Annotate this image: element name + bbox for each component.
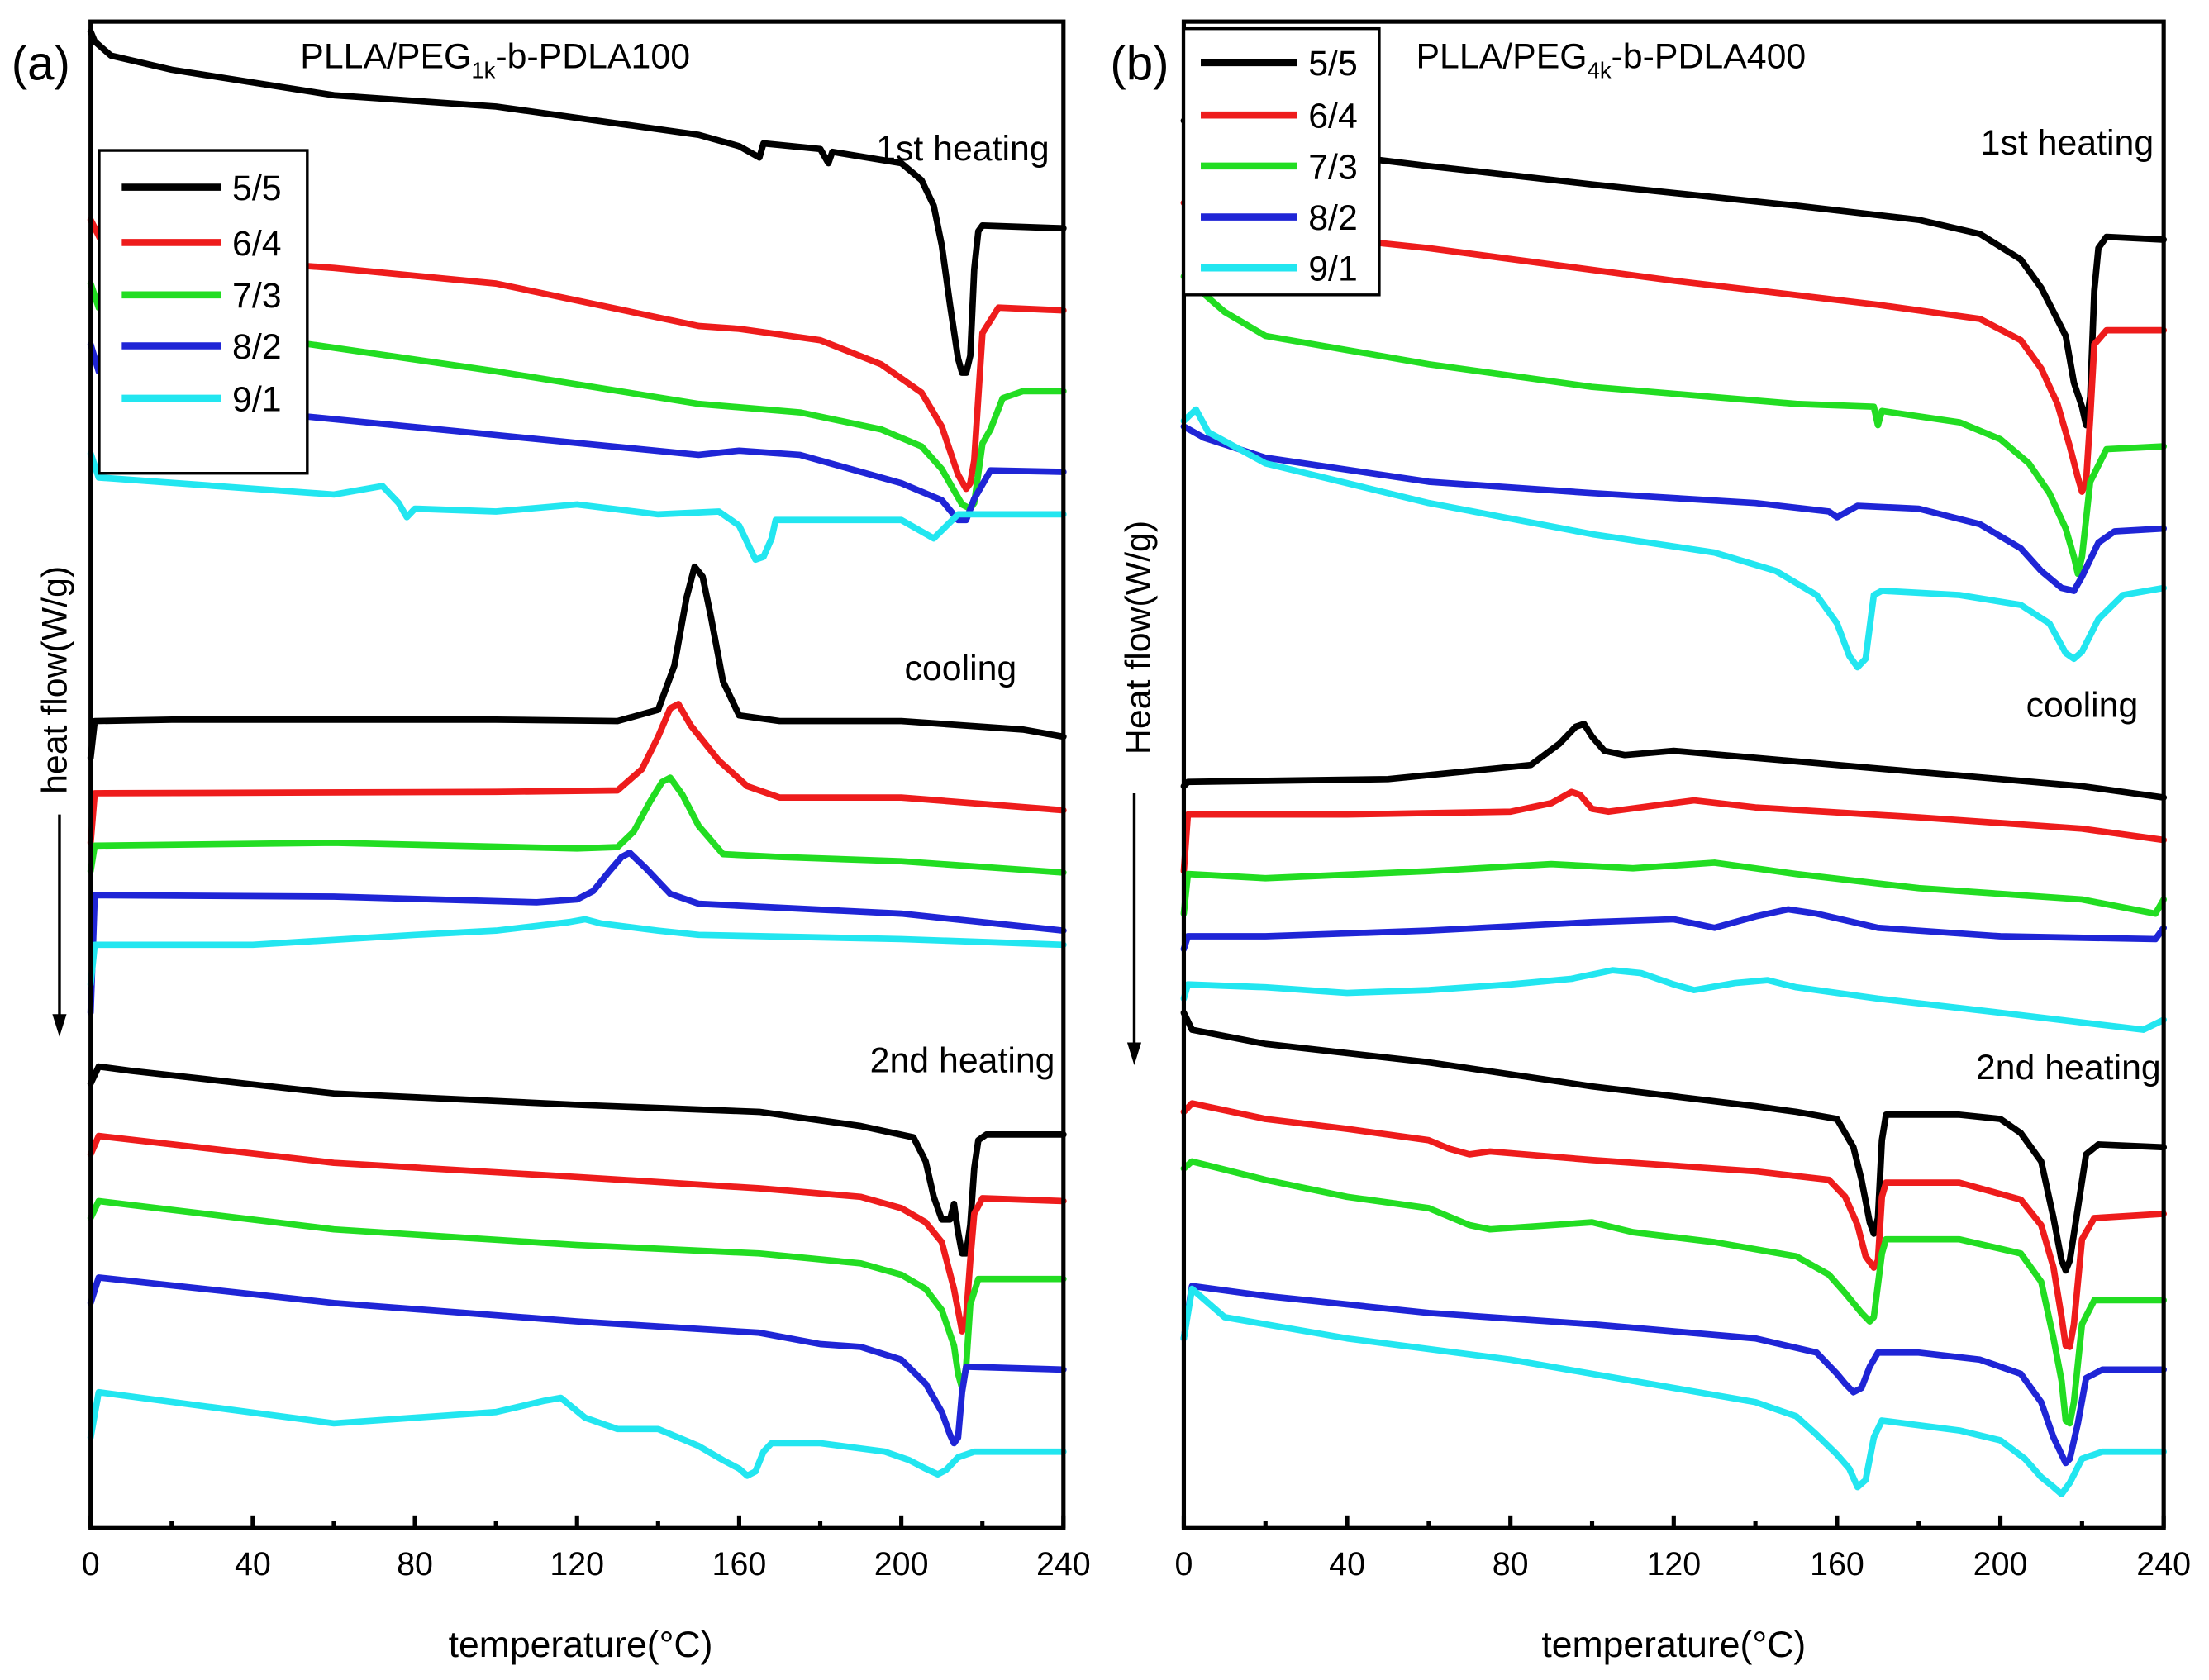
- panel-b-section-2-series-8-2: [1180, 906, 2168, 953]
- panel-a-x-tick-label-160: 160: [712, 1546, 767, 1582]
- panel-a-section-3-series-8-2: [87, 1274, 1067, 1447]
- panel-a-section-2-series-7-3: [87, 774, 1067, 876]
- panel-a-section-2-series-8-2: [87, 850, 1067, 1016]
- panel-b-section-label-1: 1st heating: [1981, 123, 2154, 163]
- panel-a-x-axis-label: temperature(°C): [449, 1625, 713, 1665]
- panel-b-section-3-series-6-4: [1180, 1100, 2168, 1350]
- panel-b-section-1-series-6-4: [1180, 199, 2168, 495]
- panel-b-title-rest: -b-PDLA400: [1612, 37, 1807, 77]
- panel-a-section-label-1: 1st heating: [876, 129, 1050, 169]
- panel-a-x-tick-label-240: 240: [1036, 1546, 1091, 1582]
- panel-b-section-1-series-8-2: [1180, 423, 2168, 594]
- panel-a-section-2-series-5-5: [87, 563, 1067, 761]
- panel-a-legend-label-2: 6/4: [232, 224, 282, 264]
- panel-a-legend-label-5: 9/1: [232, 379, 282, 419]
- panel-b-x-tick-label-240: 240: [2136, 1546, 2191, 1582]
- panel-b-y-arrow-head: [1126, 1042, 1142, 1065]
- panel-a-section-label-3: 2nd heating: [870, 1041, 1055, 1081]
- panel-b-section-label-2: cooling: [2026, 685, 2139, 725]
- panel-b-legend-label-4: 8/2: [1308, 198, 1358, 238]
- panel-b-section-1-series-9-1: [1180, 406, 2168, 671]
- panel-b-ticks: 0 40 80 120 160 200 240: [1174, 1515, 2191, 1582]
- panel-a-y-arrow-head: [52, 1014, 67, 1037]
- panel-a-y-axis-label: heat flow(W/g): [36, 566, 75, 794]
- panel-b-x-tick-label-0: 0: [1174, 1546, 1193, 1582]
- panel-b-section-label-3: 2nd heating: [1976, 1048, 2161, 1087]
- panel-b-title: PLLA/PEG4k-b-PDLA400: [1416, 37, 1806, 83]
- panel-a-section-3-series-6-4: [87, 1132, 1067, 1335]
- panel-a-legend-label-3: 7/3: [232, 276, 282, 316]
- panel-b-legend-box: [1182, 26, 1381, 297]
- panel-a-x-tick-label-120: 120: [550, 1546, 604, 1582]
- panel-b-title-main: PLLA/PEG: [1416, 37, 1587, 77]
- panel-b-legend-label-1: 5/5: [1308, 44, 1358, 83]
- panel-b-curves: [1180, 117, 2168, 1497]
- panel-a-section-1-series-7-3: [87, 280, 1067, 512]
- panel-b-x-tick-label-80: 80: [1493, 1546, 1529, 1582]
- panel-b: 0 40 80 120 160 200 240 (b) PLLA/PEG4k-b-PDLA4…: [1110, 19, 2191, 1665]
- panel-a-title: PLLA/PEG1k-b-PDLA100: [300, 37, 690, 83]
- panel-a-legend-box: [98, 149, 309, 475]
- panel-a-legend-label-1: 5/5: [232, 169, 282, 208]
- panel-a-curves: [87, 28, 1067, 1479]
- panel-a-title-subscript: 1k: [471, 58, 495, 83]
- panel-a-ticks: 0 40 80 120 160 200 240: [82, 1515, 1091, 1582]
- panel-b-section-2-series-6-4: [1180, 788, 2168, 875]
- panel-a-section-2-series-6-4: [87, 701, 1067, 846]
- panel-a-x-tick-label-40: 40: [235, 1546, 271, 1582]
- panel-b-section-2-series-9-1: [1180, 967, 2168, 1033]
- panel-a-x-tick-label-80: 80: [397, 1546, 433, 1582]
- panel-a: 0 40 80 120 160 200 240 (a) PLLA/PEG1k-b-PDLA1…: [12, 19, 1091, 1665]
- panel-b-section-2-series-5-5: [1180, 721, 2168, 801]
- panel-b-x-axis-label: temperature(°C): [1541, 1625, 1806, 1665]
- panel-b-section-2-series-7-3: [1180, 859, 2168, 917]
- panel-b-section-1-series-7-3: [1180, 273, 2168, 578]
- panel-a-section-1-series-8-2: [87, 340, 1067, 524]
- panel-b-section-3-series-9-1: [1180, 1285, 2168, 1497]
- panel-a-legend: 5/5 6/4 7/3 8/2 9/1: [98, 149, 309, 475]
- panel-a-x-tick-label-0: 0: [82, 1546, 100, 1582]
- panel-a-x-tick-label-200: 200: [874, 1546, 929, 1582]
- panel-a-section-label-2: cooling: [905, 649, 1017, 688]
- panel-a-section-1-series-9-1: [87, 450, 1067, 564]
- panel-a-section-1-series-5-5: [87, 28, 1067, 376]
- panel-b-section-3-series-8-2: [1180, 1283, 2168, 1467]
- panel-b-section-1-series-5-5: [1180, 117, 2168, 429]
- panel-b-legend: 5/5 6/4 7/3 8/2 9/1: [1182, 26, 1381, 297]
- panel-a-label: (a): [12, 36, 70, 90]
- panel-a-title-rest: -b-PDLA100: [495, 37, 690, 77]
- panel-a-section-2-series-9-1: [87, 916, 1067, 988]
- panel-b-title-subscript: 4k: [1588, 58, 1612, 83]
- panel-a-section-3-series-5-5: [87, 1063, 1067, 1257]
- panel-b-section-3-series-5-5: [1180, 1009, 2168, 1274]
- panel-b-legend-label-2: 6/4: [1308, 97, 1358, 136]
- panel-a-section-3-series-9-1: [87, 1388, 1067, 1479]
- panel-a-section-3-series-7-3: [87, 1197, 1067, 1392]
- panel-b-label: (b): [1110, 36, 1169, 90]
- panel-b-section-3-series-7-3: [1180, 1158, 2168, 1427]
- panel-b-x-tick-label-200: 200: [1973, 1546, 2028, 1582]
- panel-b-y-axis-label: Heat flow(W/g): [1118, 521, 1158, 754]
- panel-b-x-tick-label-40: 40: [1329, 1546, 1365, 1582]
- panel-b-legend-label-5: 9/1: [1308, 250, 1358, 289]
- panel-a-title-main: PLLA/PEG: [300, 37, 471, 77]
- panel-b-x-tick-label-120: 120: [1646, 1546, 1701, 1582]
- panel-b-legend-label-3: 7/3: [1308, 147, 1358, 187]
- panel-b-x-tick-label-160: 160: [1810, 1546, 1864, 1582]
- panel-a-legend-label-4: 8/2: [232, 327, 282, 367]
